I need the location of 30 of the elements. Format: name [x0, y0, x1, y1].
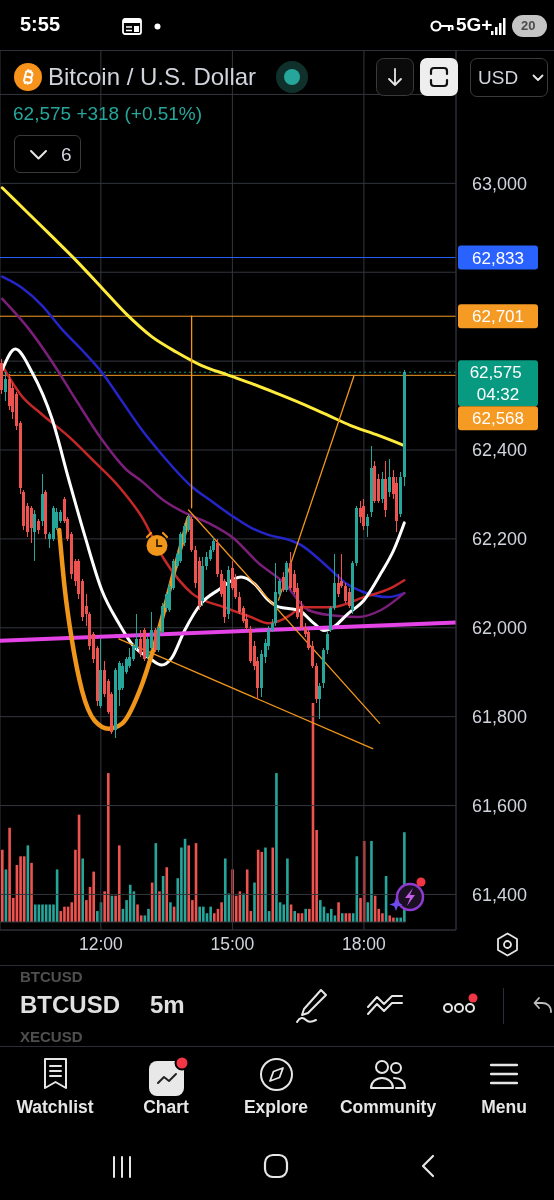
- text: USD: [478, 67, 519, 88]
- text: 5G+: [456, 14, 493, 35]
- y-tick-label: 61,400: [472, 884, 528, 905]
- ref-line-label: 62,575 04:32: [469, 362, 527, 404]
- annotation: 6: [61, 144, 72, 165]
- y-tick-label: 61,600: [472, 795, 528, 816]
- y-tick-label: 62,400: [472, 440, 528, 461]
- ref-line-label: 62,701: [472, 306, 524, 326]
- x-tick-label: 15:00: [210, 934, 255, 955]
- text: Bitcoin / U.S. Dollar: [48, 63, 257, 90]
- text: 20: [521, 18, 536, 33]
- text: Community: [339, 1097, 437, 1117]
- x-tick-label: 18:00: [342, 934, 387, 955]
- text: BTCUSD: [20, 991, 120, 1018]
- ref-line-label: 62,833: [472, 248, 524, 268]
- text: 62,575 +318 (+0.51%): [13, 103, 203, 124]
- x-tick-label: 12:00: [78, 934, 124, 955]
- text: BTCUSD: [20, 968, 83, 985]
- text: Menu: [481, 1097, 527, 1117]
- text: 5m: [150, 991, 185, 1018]
- text: XECUSD: [20, 1028, 83, 1045]
- text: 5:55: [20, 13, 61, 35]
- ref-line-label: 62,568: [472, 408, 524, 428]
- text: Chart: [143, 1097, 189, 1117]
- y-tick-label: 61,800: [472, 707, 528, 728]
- text: Watchlist: [16, 1097, 94, 1117]
- y-tick-label: 63,000: [472, 173, 528, 194]
- y-tick-label: 62,000: [472, 618, 528, 639]
- y-tick-label: 62,200: [472, 529, 528, 550]
- text: Explore: [243, 1097, 309, 1117]
